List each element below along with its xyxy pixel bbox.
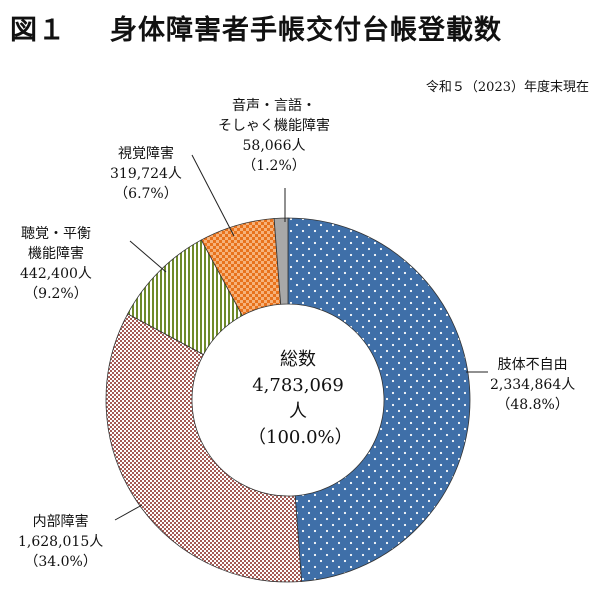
slice-percent: （9.2%） [24, 286, 88, 302]
center-percent: （100.0%） [248, 427, 353, 448]
slice-label-hearing: 聴覚・平衡 機能障害 442,400人 （9.2%） [20, 224, 92, 304]
slice-label-speech: 音声・言語・ そしゃく機能障害 58,066人 （1.2%） [218, 96, 330, 176]
slice-name-line1: 音声・言語・ [232, 98, 316, 114]
center-total-value: 4,783,069人 [252, 375, 344, 422]
leader-line-visual [191, 154, 235, 237]
slice-percent: （48.8%） [496, 397, 569, 413]
slice-percent: （6.7%） [114, 186, 178, 202]
slice-label-visual: 視覚障害 319,724人 （6.7%） [110, 144, 182, 204]
figure-title: 身体障害者手帳交付台帳登載数 [110, 15, 502, 46]
slice-limb [287, 217, 471, 582]
slice-count: 2,334,864人 [490, 377, 576, 393]
slice-percent: （1.2%） [242, 158, 306, 174]
leader-line-internal [114, 504, 143, 521]
slice-name-line2: そしゃく機能障害 [218, 118, 330, 134]
slice-count: 58,066人 [242, 138, 306, 154]
figure-number: 図１ [10, 15, 66, 46]
chart-title: 図１ 身体障害者手帳交付台帳登載数 [10, 8, 502, 47]
chart-subtitle: 令和５（2023）年度末現在 [425, 80, 589, 95]
slice-name-line1: 聴覚・平衡 [20, 226, 91, 242]
slice-count: 1,628,015人 [18, 534, 104, 550]
slice-label-internal: 内部障害 1,628,015人 （34.0%） [18, 512, 103, 572]
slice-speech [273, 217, 289, 305]
slice-count: 319,724人 [110, 166, 182, 182]
slice-name: 視覚障害 [117, 146, 174, 162]
slice-percent: （34.0%） [24, 554, 97, 570]
slice-name: 内部障害 [32, 514, 89, 530]
slice-count: 442,400人 [20, 266, 92, 282]
center-title: 総数 [280, 349, 316, 370]
slice-internal [105, 313, 302, 583]
slice-name-line2: 機能障害 [27, 246, 84, 262]
slice-name: 肢体不自由 [497, 357, 568, 373]
center-total: 総数 4,783,069人 （100.0%） [248, 347, 353, 451]
slice-label-limb: 肢体不自由 2,334,864人 （48.8%） [490, 355, 575, 415]
leader-line-hearing [129, 240, 167, 273]
